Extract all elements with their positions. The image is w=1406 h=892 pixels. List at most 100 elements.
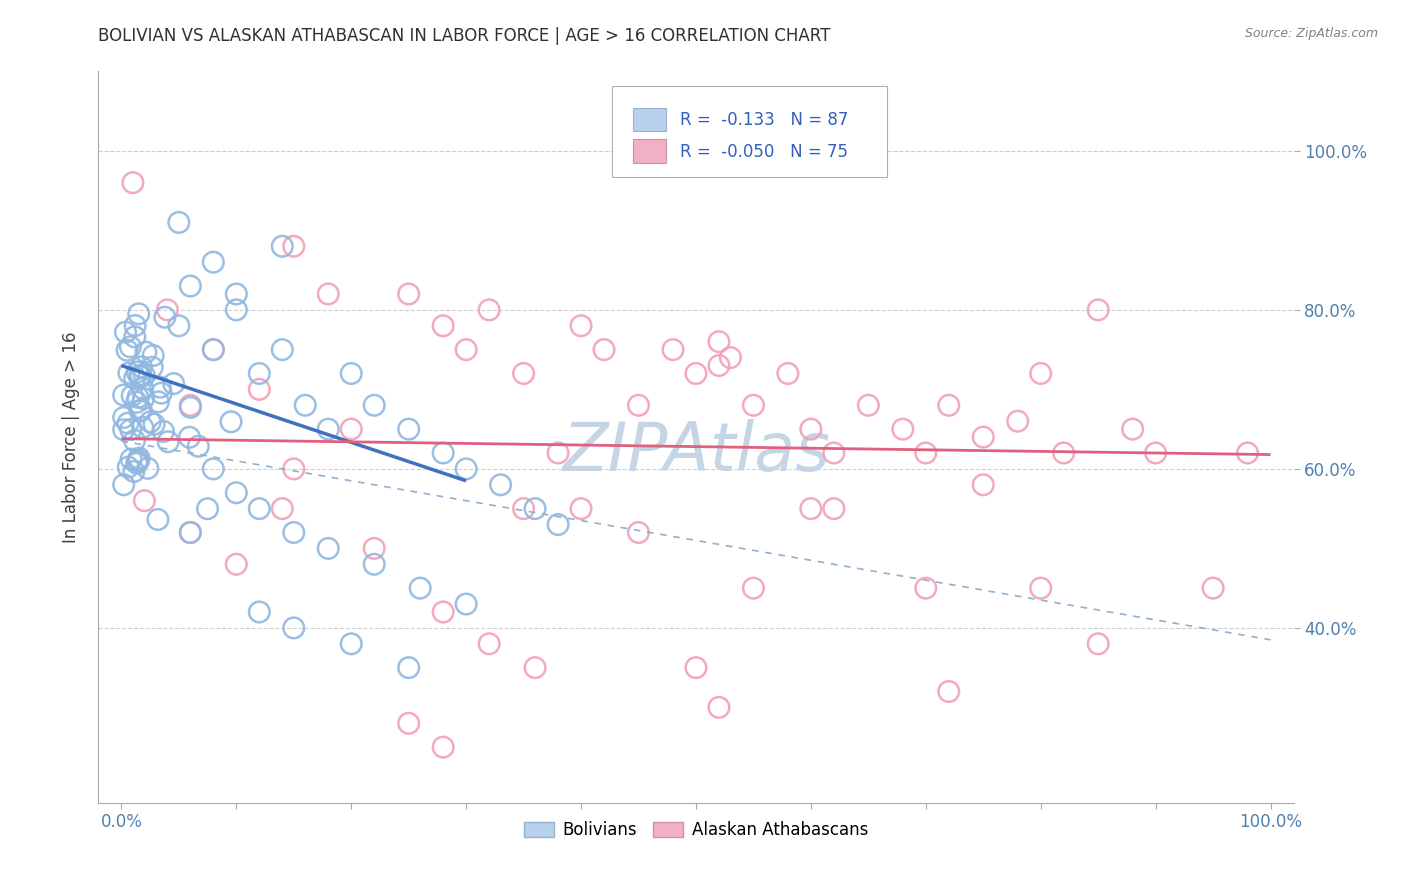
Point — [478, 302, 501, 317]
Point — [662, 343, 685, 357]
Point — [398, 716, 420, 731]
Point — [247, 383, 270, 397]
Point — [142, 349, 165, 363]
Point — [512, 501, 534, 516]
Point — [202, 255, 225, 269]
Text: Source: ZipAtlas.com: Source: ZipAtlas.com — [1244, 27, 1378, 40]
Point — [478, 637, 501, 651]
Point — [972, 430, 994, 444]
Point — [131, 403, 153, 417]
FancyBboxPatch shape — [633, 108, 666, 131]
Point — [283, 239, 305, 253]
Point — [115, 343, 138, 358]
Point — [179, 279, 201, 293]
Point — [129, 404, 152, 418]
Text: ZIPAtlas: ZIPAtlas — [562, 418, 830, 484]
Point — [914, 446, 936, 460]
Point — [685, 660, 707, 674]
Point — [800, 501, 823, 516]
Point — [187, 439, 209, 453]
Point — [163, 376, 186, 391]
Point — [340, 637, 363, 651]
Point — [972, 477, 994, 491]
Point — [547, 446, 569, 460]
Point — [112, 477, 135, 491]
Y-axis label: In Labor Force | Age > 16: In Labor Force | Age > 16 — [62, 331, 80, 543]
Point — [125, 456, 148, 470]
Point — [202, 343, 225, 357]
Point — [127, 454, 149, 468]
Point — [283, 621, 305, 635]
Point — [120, 423, 142, 437]
Point — [131, 359, 153, 374]
Point — [247, 501, 270, 516]
Point — [627, 398, 650, 412]
Point — [112, 423, 135, 437]
Point — [891, 422, 914, 436]
Point — [117, 416, 139, 430]
Text: R =  -0.050   N = 75: R = -0.050 N = 75 — [681, 143, 848, 161]
Point — [128, 369, 150, 384]
Point — [742, 581, 765, 595]
Point — [121, 389, 143, 403]
Point — [179, 401, 201, 415]
Point — [1007, 414, 1029, 428]
Point — [225, 558, 247, 572]
Point — [131, 381, 153, 395]
Point — [742, 398, 765, 412]
Point — [1087, 302, 1109, 317]
Point — [225, 302, 247, 317]
Point — [128, 307, 150, 321]
Point — [1029, 367, 1052, 381]
Point — [627, 525, 650, 540]
Point — [456, 462, 478, 476]
Point — [127, 365, 149, 379]
Point — [363, 398, 385, 412]
Point — [167, 318, 190, 333]
Point — [271, 343, 294, 357]
Point — [129, 368, 152, 383]
Text: R =  -0.133   N = 87: R = -0.133 N = 87 — [681, 112, 849, 129]
Point — [143, 417, 166, 432]
Point — [1202, 581, 1225, 595]
Point — [800, 422, 823, 436]
Point — [512, 367, 534, 381]
Point — [340, 367, 363, 381]
Point — [127, 390, 149, 404]
Point — [149, 380, 172, 394]
Point — [363, 541, 385, 556]
Point — [409, 581, 432, 595]
Point — [1029, 581, 1052, 595]
Point — [294, 398, 316, 412]
Point — [114, 325, 136, 339]
Point — [283, 525, 305, 540]
Point — [247, 605, 270, 619]
Point — [153, 310, 176, 325]
Point — [122, 176, 145, 190]
Point — [179, 398, 201, 412]
Point — [524, 660, 547, 674]
Point — [179, 525, 201, 540]
Point — [152, 425, 174, 439]
Point — [1122, 422, 1144, 436]
Point — [547, 517, 569, 532]
Point — [124, 434, 146, 448]
Point — [125, 395, 148, 409]
Point — [247, 367, 270, 381]
Point — [858, 398, 880, 412]
Point — [569, 318, 592, 333]
Point — [202, 462, 225, 476]
Point — [456, 343, 478, 357]
FancyBboxPatch shape — [613, 86, 887, 178]
Point — [146, 512, 169, 526]
Point — [124, 318, 146, 333]
Point — [148, 395, 170, 409]
Point — [316, 287, 339, 301]
Point — [398, 287, 420, 301]
Point — [432, 446, 454, 460]
Point — [120, 340, 142, 354]
Point — [707, 700, 730, 714]
Point — [432, 605, 454, 619]
Point — [197, 501, 219, 516]
Point — [271, 501, 294, 516]
